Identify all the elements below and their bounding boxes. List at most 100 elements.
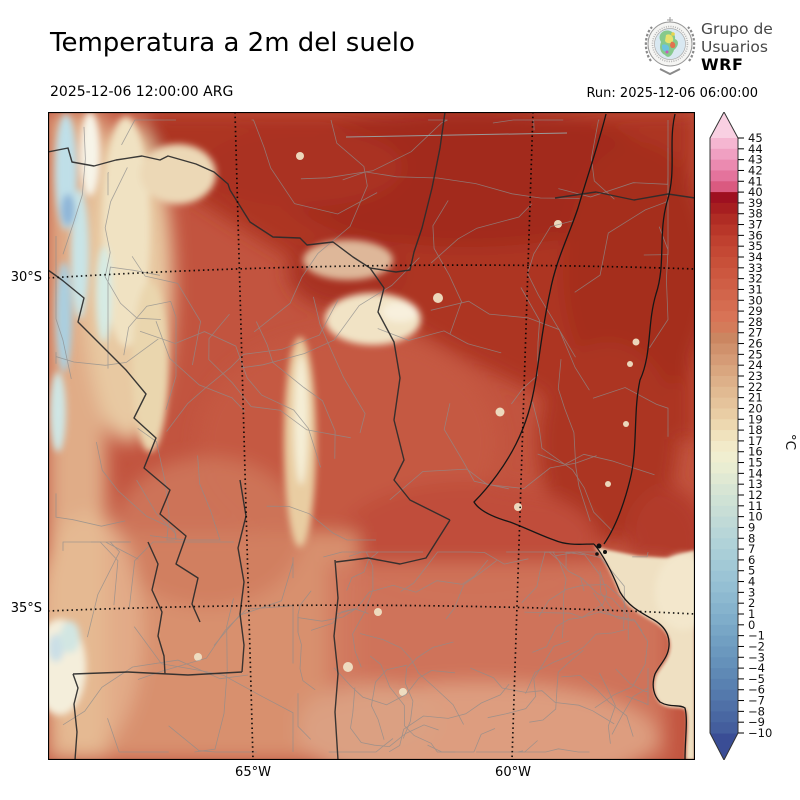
colorbar-cell [710,332,738,345]
county-border-line [107,718,169,753]
colorbar-tick-label: 43 [748,153,763,167]
colorbar-tick-label: −7 [748,694,765,708]
colorbar-tick-label: 22 [748,380,763,394]
colorbar-cell [710,451,738,464]
colorbar-tick-label: 12 [748,488,763,502]
colorbar-tick-label: 26 [748,337,763,351]
colorbar-tick-label: 21 [748,391,763,405]
county-border-line [532,570,608,653]
county-border-line [557,359,591,522]
colorbar-cell [710,408,738,420]
graticule-gridlines [48,112,695,760]
colorbar-tick-label: 42 [748,163,763,177]
county-border-line [590,119,615,200]
colorbar-cell [710,635,738,647]
county-border-line [155,321,246,412]
lon-label-60w: 60°W [495,765,531,780]
county-border-line [532,401,613,532]
colorbar-tick-label: 0 [748,618,755,632]
county-border-line [615,668,649,698]
colorbar-cell [710,549,738,561]
logo-line-3: WRF [701,55,744,74]
county-border-line [538,584,630,617]
valid-time-label: 2025-12-06 12:00:00 ARG [50,84,234,100]
county-border-line [213,557,294,646]
colorbar-tick-label: 33 [748,261,763,275]
colorbar-cell [710,570,738,583]
colorbar-cell [710,668,738,680]
colorbar-cell [710,311,738,323]
colorbar-cell [710,722,738,734]
county-border-line [649,226,669,349]
colorbar-tick-label: 1 [748,607,755,621]
county-border-line [300,119,448,180]
colorbar-tick-label: 45 [748,131,763,145]
colorbar-tick-label: 18 [748,423,763,437]
colorbar-tick-label: −4 [748,661,765,675]
county-border-line [266,505,376,541]
rivers-layer [473,113,687,760]
colorbar-cell [710,181,738,193]
county-border-line [208,313,351,439]
county-border-line [96,442,177,541]
county-border-line [297,693,311,740]
county-border-line [107,172,109,196]
colorbar-tick-label: 17 [748,434,763,448]
county-border-line [348,551,423,557]
county-border-line [492,119,564,131]
county-border-line [370,664,408,740]
county-border-line [139,330,321,468]
county-border-line [517,748,590,753]
county-border-line [168,725,257,753]
county-border-line [255,321,336,459]
county-border-line [581,577,629,641]
logo-line-1: Grupo de [701,20,773,38]
colorbar-cell [710,516,738,528]
county-border-line [253,119,368,333]
colorbar-cell [710,592,738,604]
colorbar-cell [710,386,738,399]
colorbar-cell [710,603,738,615]
map-field-large [48,112,695,760]
map-field-detail [48,112,421,715]
colorbar-tick-label: 23 [748,369,763,383]
colorbar-tick-label: −6 [748,683,765,697]
county-border-line [430,203,532,264]
colorbar-tick-label: 39 [748,196,763,210]
straight-border-line [345,132,568,138]
colorbar-tick-label: −10 [748,726,772,740]
colorbar-cell [710,235,738,247]
colorbar-graphic: 4544434241403938373635343332313029282726… [709,112,798,760]
colorbar-tick-label: 37 [748,218,763,232]
colorbar-tick-label: 40 [748,185,763,199]
colorbar-cell [710,376,738,388]
colorbar-cell [710,430,738,442]
county-border-line [594,611,649,709]
colorbar-cell [710,321,738,334]
county-border-line [561,675,634,737]
colorbar-cell [710,343,738,355]
colorbar-cell [710,192,738,204]
county-border-line [527,220,576,358]
colorbar-cell [710,138,738,150]
colorbar-arrow-bottom [710,733,738,760]
county-border-line [643,120,669,256]
county-border-line [537,453,655,476]
salt-flat-dots [194,152,640,696]
wrf-logo-text: Grupo de Usuarios WRF [701,20,773,74]
colorbar-cell [710,678,738,691]
county-border-line [511,287,541,405]
county-border-line [525,629,627,694]
colorbar-cell [710,559,738,572]
county-border-line [55,493,126,527]
colorbar-cell [710,711,738,723]
colorbar-tick-label: 32 [748,272,763,286]
county-border-line [62,659,249,726]
colorbar-cell [710,657,738,669]
county-border-line [402,641,454,739]
colorbar-arrow-top [710,112,738,138]
map-border [48,112,695,760]
colorbar-cell [710,440,738,453]
county-border-line [427,728,496,753]
